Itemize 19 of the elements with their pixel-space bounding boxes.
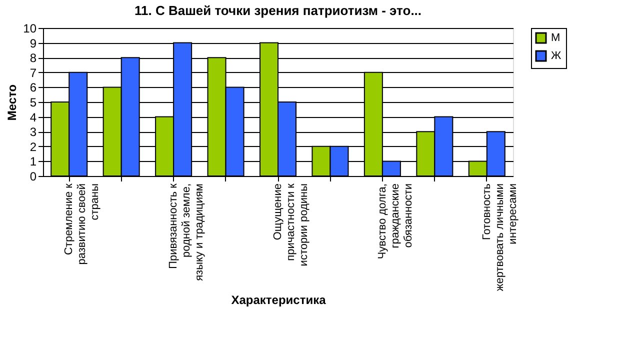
y-tick-label: 4 bbox=[30, 110, 37, 124]
x-axis-title: Характеристика bbox=[231, 293, 326, 308]
y-tick-label: 7 bbox=[30, 66, 37, 80]
y-tick-label: 10 bbox=[23, 22, 37, 36]
y-tick-label: 6 bbox=[30, 80, 37, 95]
y-tick-label: 8 bbox=[30, 51, 37, 66]
y-tick-label: 2 bbox=[30, 140, 37, 154]
y-tick-label: 9 bbox=[30, 36, 37, 50]
y-axis-title: Место bbox=[5, 84, 20, 121]
legend-label: Ж bbox=[551, 50, 562, 62]
y-tick-label: 3 bbox=[30, 125, 37, 140]
x-tick-label: Стремление к развитию своей страны bbox=[63, 183, 102, 265]
chart-title: 11. С Вашей точки зрения патриотизм - это... bbox=[134, 3, 422, 18]
x-tick-label: Готовность жертвовать личными интересами bbox=[480, 183, 519, 292]
y-tick-label: 0 bbox=[30, 170, 37, 184]
legend-label: М bbox=[551, 32, 560, 44]
y-tick-label: 5 bbox=[30, 96, 37, 110]
x-tick-label: Чувство долга, гражданские обязанности bbox=[376, 184, 414, 260]
y-tick-label: 1 bbox=[30, 154, 37, 169]
